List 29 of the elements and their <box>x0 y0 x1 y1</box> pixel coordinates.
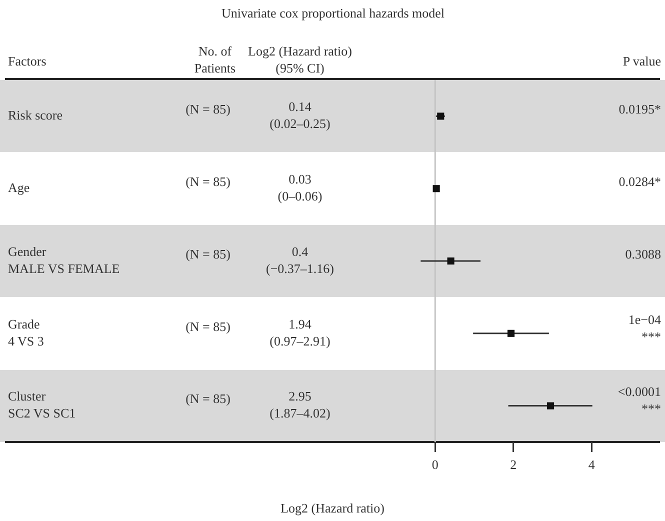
text: Log2 (Hazard ratio) (95% CI) <box>248 43 352 76</box>
x-tick-label: 4 <box>588 457 596 472</box>
y-tick-label: Risk score <box>8 108 63 123</box>
y-tick-label: Cluster SC2 VS SC1 <box>8 388 76 421</box>
annotation: 0.4 (−0.37–1.16) <box>266 244 334 276</box>
annotation: 0.03 (0–0.06) <box>278 172 322 204</box>
x-tick-label: 0 <box>432 457 438 472</box>
annotation: <0.0001 *** <box>618 384 661 416</box>
annotation: (N = 85) <box>186 174 230 190</box>
annotation: (N = 85) <box>186 246 230 262</box>
chart-title: Univariate cox proportional hazards model <box>221 5 445 20</box>
annotation: 1.94 (0.97–2.91) <box>270 316 330 348</box>
annotation: (N = 85) <box>186 102 230 117</box>
annotation: 0.14 (0.02–0.25) <box>270 99 330 132</box>
annotation: 2.95 (1.87–4.02) <box>270 388 330 421</box>
y-tick-label: Age <box>8 180 30 196</box>
annotation: 1e−04 *** <box>628 312 662 344</box>
text: P value <box>622 53 662 68</box>
x-tick-label: 2 <box>510 457 517 472</box>
text: No. of Patients <box>194 43 236 76</box>
annotation: 0.0284* <box>618 174 661 190</box>
annotation: 0.0195* <box>618 102 661 117</box>
annotation: (N = 85) <box>186 391 230 406</box>
text: Factors <box>8 53 46 68</box>
y-tick-label: Grade 4 VS 3 <box>8 316 44 348</box>
x-axis-title: Log2 (Hazard ratio) <box>280 500 384 516</box>
annotation: (N = 85) <box>186 318 230 334</box>
annotation: 0.3088 <box>625 246 661 262</box>
y-tick-label: Gender MALE VS FEMALE <box>8 244 120 276</box>
